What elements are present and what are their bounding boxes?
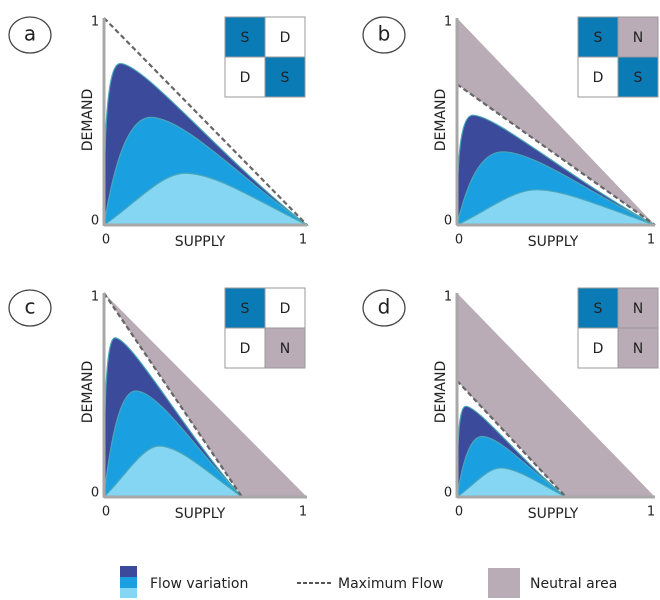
panel-label-circle <box>8 289 52 327</box>
panel-label: d <box>378 295 391 319</box>
grid-cell-label: N <box>633 301 643 317</box>
x-tick-label: 0 <box>455 233 463 248</box>
grid-cell <box>617 287 659 329</box>
neutral-area <box>457 293 655 497</box>
max-flow-line <box>103 17 308 226</box>
legend-label: Neutral area <box>530 576 617 592</box>
grid-cell <box>224 287 266 329</box>
grid-cell-label: D <box>280 301 291 317</box>
grid-cell-label: D <box>593 341 604 357</box>
y-tick-label: 1 <box>444 290 452 305</box>
legend-swatch-neutral <box>488 568 520 598</box>
legend-swatch-dark <box>120 566 137 577</box>
panel-label: a <box>24 22 36 46</box>
x-axis-label: SUPPLY <box>175 234 226 250</box>
panel: 0 1 0 1 SUPPLY DEMAND a S D D S <box>8 15 309 250</box>
legend-swatch-mid <box>120 577 137 588</box>
max-flow-line <box>103 292 243 498</box>
flow-curve <box>102 172 308 226</box>
grid-cell <box>617 16 659 58</box>
y-tick-label: 0 <box>91 214 99 229</box>
panel-label: c <box>25 295 36 319</box>
x-axis-label: SUPPLY <box>175 506 226 522</box>
y-tick-label: 1 <box>91 290 99 305</box>
y-axis-label: DEMAND <box>80 361 96 424</box>
grid-cell <box>264 327 306 369</box>
grid-cell-label: S <box>594 30 603 46</box>
y-axis-label: DEMAND <box>80 89 96 152</box>
legend-swatch-light <box>120 588 137 598</box>
grid-cell-label: S <box>594 301 603 317</box>
grid-cell-label: S <box>281 70 290 86</box>
grid-cell-label: D <box>280 30 291 46</box>
x-tick-label: 1 <box>647 233 655 248</box>
y-tick-label: 1 <box>91 15 99 30</box>
panel: 0 1 0 1 SUPPLY DEMAND d S N D N <box>362 287 659 522</box>
grid-cell <box>577 56 619 98</box>
x-axis-label: SUPPLY <box>528 234 579 250</box>
grid-cell <box>617 327 659 369</box>
neutral-area <box>104 293 307 497</box>
x-tick-label: 1 <box>299 233 307 248</box>
grid-cell <box>617 56 659 98</box>
grid-cell-label: N <box>633 341 643 357</box>
grid-cell-label: S <box>241 30 250 46</box>
x-tick-label: 1 <box>647 505 655 520</box>
grid-cell <box>577 327 619 369</box>
grid-cell <box>224 56 266 98</box>
y-axis-label: DEMAND <box>433 89 449 152</box>
grid-cell-label: S <box>634 70 643 86</box>
neutral-area <box>457 18 655 225</box>
x-axis-label: SUPPLY <box>528 506 579 522</box>
panel-label-circle <box>8 16 52 54</box>
flow-curve <box>456 189 656 226</box>
y-axis-label: DEMAND <box>433 361 449 424</box>
x-tick-label: 0 <box>102 505 110 520</box>
grid-cell-label: D <box>240 341 251 357</box>
grid-cell-label: S <box>241 301 250 317</box>
y-tick-label: 1 <box>444 15 452 30</box>
y-tick-label: 0 <box>444 486 452 501</box>
y-tick-label: 0 <box>91 486 99 501</box>
max-flow-line <box>456 83 656 226</box>
panel-label-circle <box>362 289 406 327</box>
legend: Flow variation Maximum Flow Neutral area <box>120 566 617 598</box>
y-tick-label: 0 <box>444 214 452 229</box>
flow-curve <box>102 445 244 498</box>
x-tick-label: 1 <box>299 505 307 520</box>
legend-label: Maximum Flow <box>338 576 443 592</box>
flow-curve <box>455 467 567 498</box>
panel-label-circle <box>362 16 406 54</box>
grid-cell <box>577 287 619 329</box>
grid-cell-label: D <box>593 70 604 86</box>
grid-cell <box>264 56 306 98</box>
grid-cell-label: N <box>633 30 643 46</box>
x-tick-label: 0 <box>102 233 110 248</box>
grid-cell <box>577 16 619 58</box>
legend-label: Flow variation <box>150 576 248 592</box>
grid-cell-label: D <box>240 70 251 86</box>
panel: 0 1 0 1 SUPPLY DEMAND b S N D S <box>362 15 659 250</box>
x-tick-label: 0 <box>455 505 463 520</box>
panel: 0 1 0 1 SUPPLY DEMAND c S D D N <box>8 287 307 522</box>
grid-cell-label: N <box>280 341 290 357</box>
grid-cell <box>264 287 306 329</box>
panel-label: b <box>378 22 391 46</box>
max-flow-line <box>456 379 567 498</box>
